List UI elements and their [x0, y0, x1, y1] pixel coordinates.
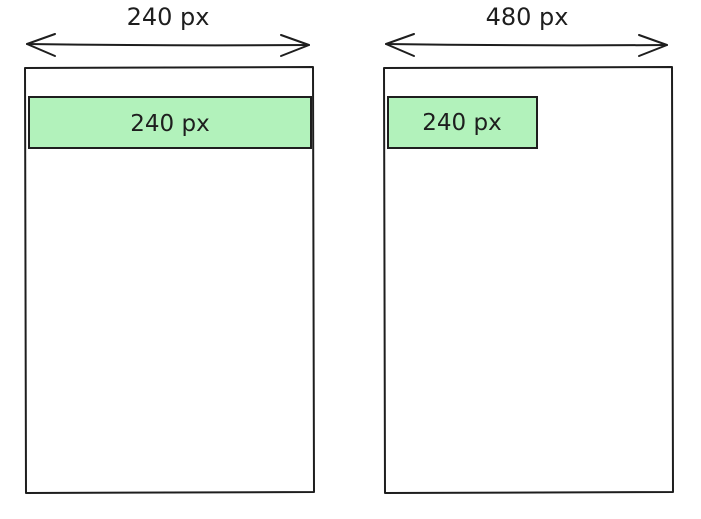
right-width-arrow [385, 33, 668, 57]
left-width-label: 240 px [127, 3, 210, 31]
left-width-arrow [26, 33, 310, 57]
left-container-box [24, 66, 315, 494]
right-container-box [383, 66, 674, 494]
right-bar [387, 96, 538, 149]
right-bar-label: 240 px [422, 110, 501, 136]
right-panel: 480 px 240 px [383, 3, 674, 494]
right-width-label: 480 px [486, 3, 569, 31]
left-bar [28, 96, 312, 149]
left-bar-label: 240 px [130, 111, 209, 137]
left-panel: 240 px 240 px [24, 3, 315, 494]
